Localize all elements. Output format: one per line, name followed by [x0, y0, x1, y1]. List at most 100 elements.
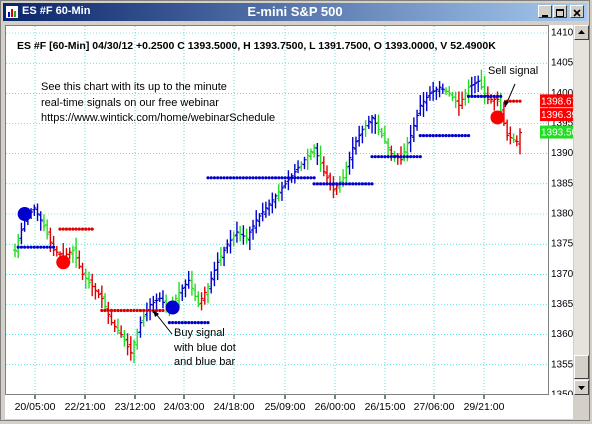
price-marker: 1393.50	[540, 125, 578, 139]
price-bar	[466, 79, 471, 104]
price-bar	[357, 125, 362, 147]
trailing-stop-dot	[264, 176, 268, 180]
price-bar	[283, 180, 288, 189]
price-bar	[447, 86, 452, 97]
time-tick-label: 22/21:00	[65, 401, 106, 413]
trailing-stop-dot	[244, 176, 249, 180]
price-bar	[80, 262, 85, 281]
trailing-stop-dot	[293, 176, 297, 180]
trailing-stop-dot	[296, 176, 300, 180]
time-tick-label: 26/15:00	[365, 401, 406, 413]
time-tick-label: 25/09:00	[265, 401, 306, 413]
price-chart[interactable]	[6, 26, 548, 396]
price-bar	[260, 202, 265, 222]
trailing-stop-dot	[518, 99, 522, 103]
price-bar	[13, 243, 17, 258]
trailing-stop-dot	[254, 176, 258, 180]
price-bar	[193, 283, 198, 301]
price-bar	[263, 201, 268, 218]
price-bar	[312, 144, 317, 158]
price-bar	[251, 219, 256, 240]
price-bar	[254, 210, 259, 234]
vertical-scrollbar[interactable]	[574, 25, 589, 395]
trailing-stop-dot	[470, 94, 474, 98]
trailing-stop-dot	[177, 321, 181, 325]
price-bar	[209, 271, 214, 294]
scroll-thumb[interactable]	[574, 355, 589, 379]
price-bar	[19, 222, 24, 245]
trailing-stop-dot	[331, 182, 336, 186]
time-tick-label: 23/12:00	[115, 401, 156, 413]
price-bar	[215, 252, 220, 281]
trailing-stop-dot	[106, 308, 110, 313]
price-bar	[141, 309, 146, 327]
trailing-stop-dot	[389, 155, 393, 159]
scroll-down-button[interactable]	[574, 380, 589, 395]
price-bar	[196, 291, 201, 308]
trailing-stop-dot	[299, 176, 303, 180]
price-bar	[366, 115, 371, 129]
trailing-stop-dot	[309, 176, 313, 180]
scroll-up-button[interactable]	[574, 25, 589, 40]
trailing-stop-dot	[476, 94, 480, 98]
trailing-stop-dot	[290, 176, 294, 180]
maximize-button[interactable]	[553, 5, 567, 18]
trailing-stop-dot	[203, 321, 207, 325]
price-bar	[67, 247, 72, 259]
trailing-stop-dot	[241, 176, 245, 180]
time-axis-labels: 20/05:00 22/21:00 23/12:00 24/03:00 24/18:00…	[15, 395, 505, 413]
trailing-stop-dot	[306, 176, 310, 180]
price-bar	[376, 114, 381, 136]
trailing-stop-dot	[77, 227, 81, 231]
price-bar	[318, 145, 323, 172]
trailing-stop-dot	[196, 321, 200, 325]
title-bar[interactable]: ES #F 60-Min E-mini S&P 500	[3, 3, 587, 21]
minimize-button[interactable]	[538, 5, 552, 18]
price-axis: 1350135513601365137013751380138513901395…	[540, 25, 578, 401]
trailing-stop-dot	[206, 321, 210, 325]
price-bar	[427, 86, 432, 101]
price-bar	[479, 69, 484, 90]
promo-url[interactable]: https://www.wintick.com/home/webinarSche…	[41, 112, 276, 124]
price-tick-label: 1370	[551, 269, 574, 280]
price-bar	[321, 156, 326, 177]
trailing-stop-dot	[318, 182, 323, 186]
price-bar	[273, 193, 278, 209]
trailing-stop-dot	[35, 245, 40, 249]
sell-signal-arrowhead	[504, 100, 509, 107]
chart-plot-area[interactable]	[5, 25, 549, 396]
price-bar	[35, 203, 40, 222]
chart-app-icon[interactable]	[6, 6, 18, 18]
price-bar	[353, 136, 358, 155]
price-bar	[299, 161, 304, 172]
trailing-stop-dot	[103, 308, 107, 313]
price-bar	[112, 319, 117, 333]
buy-signal-arrowhead	[153, 310, 159, 317]
trailing-stop-dot	[19, 245, 24, 249]
trailing-stop-dot	[248, 176, 252, 180]
trailing-stop-dot	[32, 245, 36, 249]
price-bar	[411, 117, 416, 143]
trailing-stop-dot	[154, 308, 159, 313]
price-bar	[154, 293, 159, 312]
trailing-stop-dot	[142, 308, 146, 313]
trailing-stop-dot	[354, 182, 358, 186]
trailing-stop-dot	[23, 245, 27, 249]
trailing-stop-dot	[283, 176, 287, 180]
trailing-stop-dot	[80, 227, 85, 231]
trailing-stop-dot	[508, 99, 512, 103]
price-tick-label: 1360	[551, 329, 574, 340]
trailing-stop-dot	[515, 99, 519, 103]
price-bar	[308, 148, 313, 161]
price-bar	[305, 148, 310, 170]
sell-signal-dot	[56, 255, 71, 270]
price-marker: 1396.39	[540, 108, 578, 122]
price-bar	[408, 124, 413, 153]
trailing-stop-dot	[286, 176, 291, 180]
price-bar	[247, 226, 252, 251]
buy-signal-dot	[165, 300, 180, 315]
close-button[interactable]	[570, 5, 584, 18]
trailing-stop-dot	[39, 245, 43, 249]
price-tick-label: 1355	[551, 359, 574, 370]
sell-signal-dot	[490, 110, 505, 125]
